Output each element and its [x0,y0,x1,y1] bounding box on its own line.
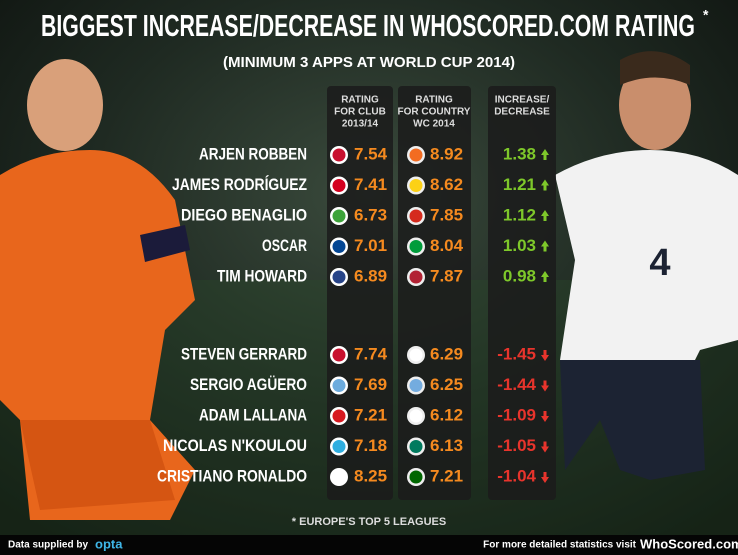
arrow-up [541,179,549,191]
country-rating: 6.29 [430,344,463,363]
player-name: ARJEN ROBBEN [199,144,307,163]
club-rating: 7.21 [354,405,387,424]
column-header: WC 2014 [413,119,455,130]
country-rating: 7.87 [430,266,463,285]
rating-change: 1.21 [503,175,536,194]
rating-change: 1.12 [503,205,536,224]
arrow-down [541,411,549,422]
arrow-down [541,380,549,392]
rating-change: 1.38 [503,144,536,163]
column-header: FOR CLUB [334,107,386,118]
player-name: JAMES RODRÍGUEZ [172,175,307,194]
club-badge-inner [332,270,346,284]
subtitle: (MINIMUM 3 APPS AT WORLD CUP 2014) [223,54,515,71]
club-badge-inner [332,470,346,484]
rating-change: -1.04 [497,466,536,485]
country-rating: 7.21 [430,466,463,485]
country-badge-inner [409,209,423,223]
club-rating: 7.01 [354,236,387,255]
rating-change: -1.44 [497,375,536,394]
country-badge-inner [409,148,423,162]
rating-change: 0.98 [503,266,536,285]
arrow-up [541,271,549,282]
club-rating: 7.69 [354,375,387,394]
player-name: CRISTIANO RONALDO [157,466,307,485]
country-badge-inner [409,379,423,392]
player-name: TIM HOWARD [217,266,307,285]
country-badge-inner [409,470,423,484]
country-rating: 8.92 [430,144,463,163]
player-name: STEVEN GERRARD [181,344,307,363]
column-header: RATING [415,95,453,106]
club-rating: 8.25 [354,466,387,485]
club-rating: 7.41 [354,175,387,194]
country-badge-inner [409,240,423,253]
footnote: * EUROPE'S TOP 5 LEAGUES [292,516,446,528]
player-right: 4 [555,51,738,480]
club-rating: 7.18 [354,436,387,455]
country-badge-inner [409,348,423,362]
club-rating: 7.54 [354,144,388,163]
country-badge-inner [409,440,423,453]
arrow-down [541,441,549,453]
rating-change: -1.05 [497,436,536,455]
player-name: ADAM LALLANA [199,405,307,424]
arrow-up [541,240,549,252]
country-badge-inner [409,179,423,192]
club-badge-inner [332,148,346,162]
club-badge-inner [332,379,346,392]
footer-left-brand: opta [95,536,123,551]
country-rating: 6.25 [430,375,463,394]
column-header: FOR COUNTRY [398,107,471,118]
title: BIGGEST INCREASE/DECREASE IN WHOSCORED.C… [41,8,695,43]
player-name: DIEGO BENAGLIO [181,205,307,224]
footer-left: Data supplied by [8,540,88,551]
country-rating: 8.04 [430,236,464,255]
country-rating: 6.13 [430,436,463,455]
club-badge-inner [332,179,346,192]
column-header: 2013/14 [342,119,379,130]
rating-change: -1.45 [497,344,536,363]
arrow-down [541,350,549,361]
player-name: NICOLAS N'KOULOU [163,436,307,455]
country-rating: 6.12 [430,405,463,424]
arrow-up [541,149,549,160]
player-name: SERGIO AGÜERO [190,375,307,394]
club-badge-inner [332,240,346,253]
title-mark: * [703,7,709,23]
rating-change: 1.03 [503,236,536,255]
player-left [0,59,195,520]
country-badge-inner [409,409,423,423]
arrow-down [541,472,549,483]
footer-right-brand: WhoScored.com [640,536,738,551]
country-rating: 7.85 [430,205,463,224]
club-badge-inner [332,209,346,223]
change-panel [488,86,556,500]
column-header: INCREASE/ [495,95,550,106]
club-rating: 6.73 [354,205,387,224]
footer-bar [0,535,738,555]
footer-right: For more detailed statistics visit [483,540,636,551]
column-header: DECREASE [494,107,550,118]
arrow-up [541,210,549,221]
column-header: RATING [341,95,379,106]
club-rating: 6.89 [354,266,387,285]
club-rating: 7.74 [354,344,388,363]
rating-change: -1.09 [497,405,536,424]
country-rating: 8.62 [430,175,463,194]
shirt-number: 4 [649,242,670,284]
country-badge-inner [409,270,423,284]
club-badge-inner [332,348,346,362]
club-badge-inner [332,409,346,423]
club-badge-inner [332,440,346,453]
player-name: OSCAR [262,236,307,255]
